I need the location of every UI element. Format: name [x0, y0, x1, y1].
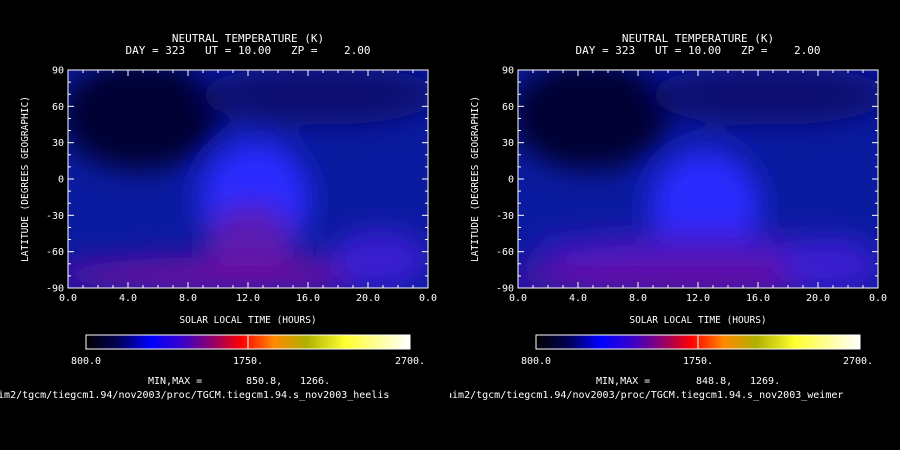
y-tick-label: 0 — [58, 175, 64, 186]
x-tick-label: 0.0 — [869, 293, 887, 304]
min-value: 850.8, — [246, 376, 282, 387]
colorbar — [85, 334, 411, 350]
chart-title: NEUTRAL TEMPERATURE (K) — [172, 32, 324, 45]
y-tick-label: 60 — [52, 102, 64, 113]
x-tick-label: 0.0 — [59, 293, 77, 304]
minmax-label: MIN,MAX = — [596, 376, 650, 387]
y-tick-label: 30 — [502, 138, 514, 149]
y-axis: 90 60 30 0 -30 -60 -90 — [496, 66, 878, 295]
x-tick-label: 0.0 — [419, 293, 437, 304]
x-tick-label: 8.0 — [179, 293, 197, 304]
min-value: 848.8, — [696, 376, 732, 387]
chart-subtitle: DAY = 323 UT = 10.00 ZP = 2.00 — [125, 44, 370, 57]
source-file-path: /aim2/tgcm/tiegcm1.94/nov2003/proc/TGCM.… — [0, 390, 389, 401]
colorbar-min-label: 800.0 — [521, 356, 551, 367]
max-value: 1269. — [750, 376, 780, 387]
colorbar-mid-label: 1750. — [233, 356, 263, 367]
y-tick-label: -60 — [496, 247, 514, 258]
heatmap-panel-right: NEUTRAL TEMPERATURE (K) DAY = 323 UT = 1… — [470, 32, 887, 387]
source-file-path: /aim2/tgcm/tiegcm1.94/nov2003/proc/TGCM.… — [440, 390, 843, 401]
chart-subtitle: DAY = 323 UT = 10.00 ZP = 2.00 — [575, 44, 820, 57]
y-tick-label: 0 — [508, 175, 514, 186]
x-axis-label: SOLAR LOCAL TIME (HOURS) — [629, 315, 766, 326]
colorbar-max-label: 2700. — [843, 356, 873, 367]
y-axis: 90 60 30 0 -30 -60 -90 — [46, 66, 428, 295]
x-axis-label: SOLAR LOCAL TIME (HOURS) — [179, 315, 316, 326]
y-tick-label: -60 — [46, 247, 64, 258]
y-tick-label: 90 — [52, 66, 64, 77]
x-tick-label: 12.0 — [236, 293, 260, 304]
x-tick-label: 0.0 — [509, 293, 527, 304]
x-axis: 0.0 4.0 8.0 12.0 16.0 20.0 0.0 — [509, 70, 887, 304]
x-tick-label: 16.0 — [746, 293, 770, 304]
y-tick-label: 90 — [502, 66, 514, 77]
y-tick-label: -30 — [496, 211, 514, 222]
minmax-label: MIN,MAX = — [148, 376, 202, 387]
x-tick-label: 20.0 — [356, 293, 380, 304]
x-tick-label: 4.0 — [569, 293, 587, 304]
y-tick-label: 30 — [52, 138, 64, 149]
max-value: 1266. — [300, 376, 330, 387]
x-axis: 0.0 4.0 8.0 12.0 16.0 20.0 0.0 — [59, 70, 437, 304]
x-tick-label: 16.0 — [296, 293, 320, 304]
colorbar-mid-label: 1750. — [683, 356, 713, 367]
colorbar-min-label: 800.0 — [71, 356, 101, 367]
y-axis-label: LATITUDE (DEGREES GEOGRAPHIC) — [470, 96, 481, 262]
heatmap-field — [68, 70, 428, 288]
y-tick-label: -90 — [46, 284, 64, 295]
heatmap-field — [518, 70, 878, 288]
colorbar-max-label: 2700. — [395, 356, 425, 367]
y-tick-label: -90 — [496, 284, 514, 295]
y-tick-label: -30 — [46, 211, 64, 222]
heatmap-panel-left: NEUTRAL TEMPERATURE (K) DAY = 323 UT = 1… — [20, 32, 437, 387]
x-tick-label: 4.0 — [119, 293, 137, 304]
x-tick-label: 8.0 — [629, 293, 647, 304]
y-tick-label: 60 — [502, 102, 514, 113]
x-tick-label: 12.0 — [686, 293, 710, 304]
chart-title: NEUTRAL TEMPERATURE (K) — [622, 32, 774, 45]
colorbar — [535, 334, 861, 350]
x-tick-label: 20.0 — [806, 293, 830, 304]
y-axis-label: LATITUDE (DEGREES GEOGRAPHIC) — [20, 96, 31, 262]
